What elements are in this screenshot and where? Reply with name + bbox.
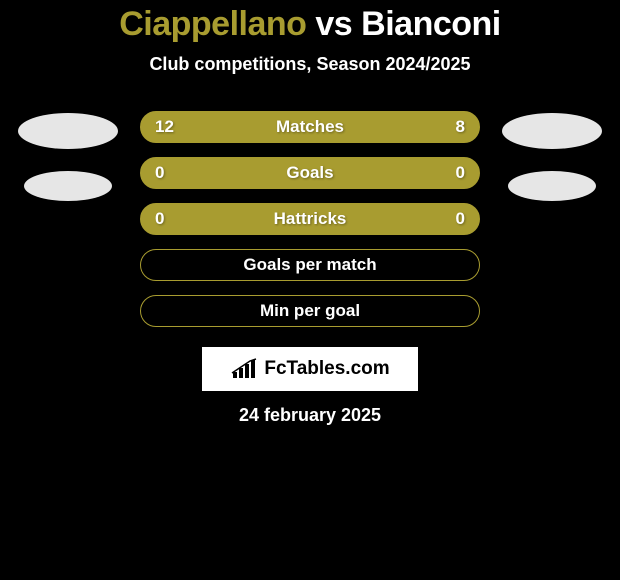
stat-row-goals-per-match: Goals per match [140,249,480,281]
stat-label: Hattricks [274,209,347,229]
bar-chart-icon [230,358,258,380]
right-avatar-column [502,111,602,201]
date-label: 24 february 2025 [239,405,381,426]
stat-left-value: 0 [155,209,164,229]
subtitle: Club competitions, Season 2024/2025 [149,54,470,75]
stat-right-value: 8 [456,117,465,137]
page-title: Ciappellano vs Bianconi [119,5,501,44]
title-vs: vs [315,5,352,43]
title-player1: Ciappellano [119,5,306,43]
source-logo: FcTables.com [202,347,418,391]
stat-label: Min per goal [260,301,360,321]
infographic-container: Ciappellano vs Bianconi Club competition… [0,0,620,426]
stats-column: 12 Matches 8 0 Goals 0 0 Hattricks 0 Goals per ma… [140,111,480,327]
player2-avatar [502,113,602,149]
comparison-area: 12 Matches 8 0 Goals 0 0 Hattricks 0 Goals per ma… [0,111,620,327]
stat-row-hattricks: 0 Hattricks 0 [140,203,480,235]
stat-right-value: 0 [456,209,465,229]
left-avatar-column [18,111,118,201]
stat-label: Goals [286,163,333,183]
stat-row-goals: 0 Goals 0 [140,157,480,189]
player2-club-badge [508,171,596,201]
player1-avatar [18,113,118,149]
stat-left-value: 12 [155,117,174,137]
player1-club-badge [24,171,112,201]
stat-label: Goals per match [243,255,376,275]
stat-row-min-per-goal: Min per goal [140,295,480,327]
stat-right-value: 0 [456,163,465,183]
title-player2: Bianconi [361,5,501,43]
stat-left-value: 0 [155,163,164,183]
stat-row-matches: 12 Matches 8 [140,111,480,143]
stat-label: Matches [276,117,344,137]
logo-text: FcTables.com [264,358,389,380]
